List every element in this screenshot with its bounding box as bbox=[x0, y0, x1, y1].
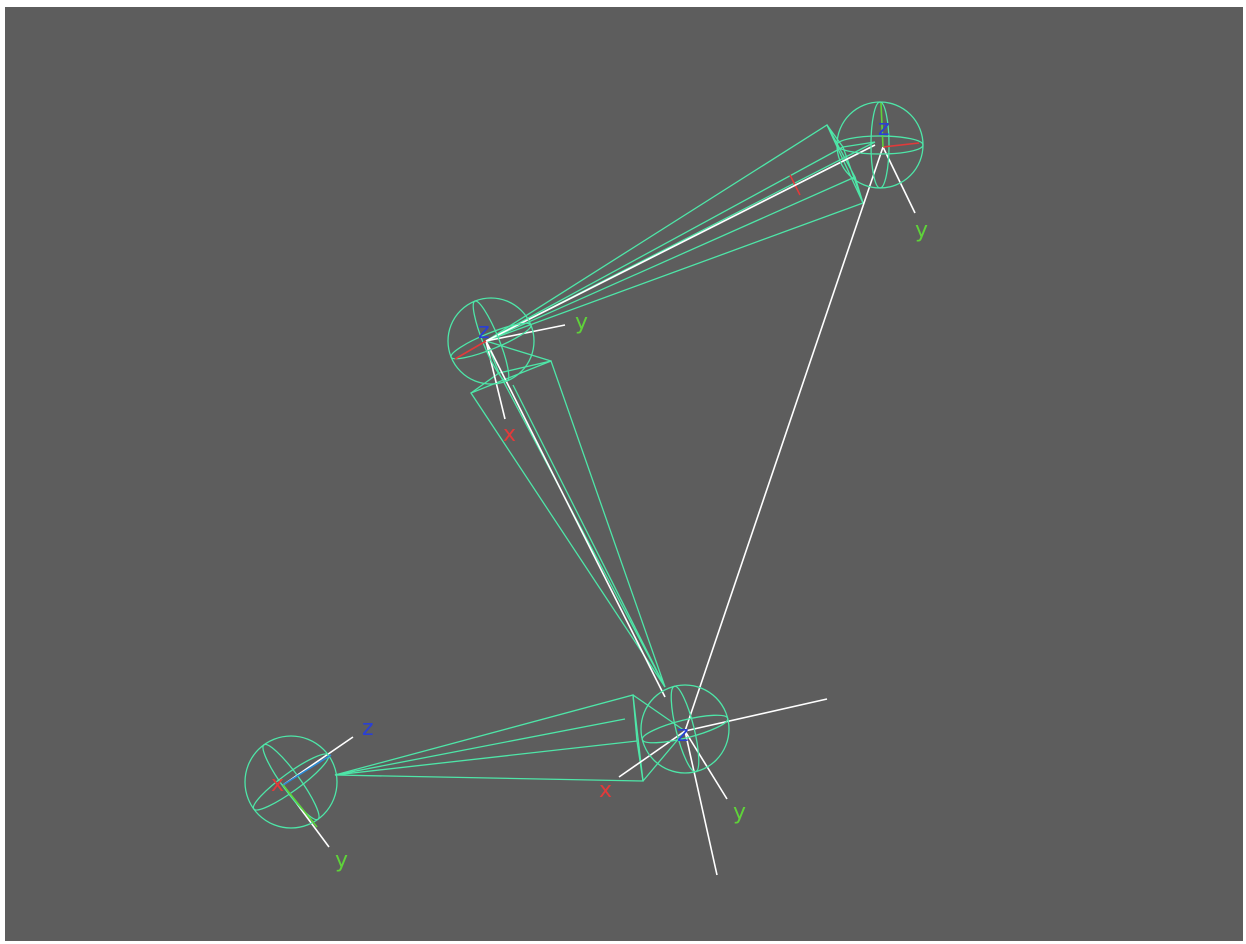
bone-upper[interactable] bbox=[485, 124, 876, 342]
bone-middle[interactable] bbox=[470, 340, 666, 688]
joint-lower-x-label: x bbox=[599, 778, 612, 803]
joint-middle-x-label: x bbox=[503, 422, 516, 447]
joint-left-x-label: x bbox=[271, 772, 284, 797]
joint-middle-y-label: y bbox=[575, 310, 588, 335]
joint-lower-z-label: z bbox=[677, 722, 689, 747]
joint-left[interactable]: z y x bbox=[244, 716, 374, 873]
ik-links bbox=[282, 144, 916, 876]
joint-middle-z-label: z bbox=[478, 319, 490, 344]
3d-viewport[interactable]: z y z y x z y x z bbox=[5, 7, 1243, 941]
joint-top-right[interactable]: z y bbox=[836, 101, 928, 243]
joint-left-y-label: y bbox=[335, 848, 348, 873]
joint-top-right-z-label: z bbox=[878, 116, 890, 141]
joint-middle[interactable]: z y x bbox=[447, 297, 588, 447]
joint-lower-y-label: y bbox=[733, 800, 746, 825]
joint-lower[interactable]: z y x bbox=[599, 684, 746, 825]
joint-top-right-y-label: y bbox=[915, 218, 928, 243]
skeleton-scene: z y z y x z y x z bbox=[244, 101, 928, 876]
joint-left-z-label: z bbox=[362, 716, 374, 741]
bone-lower[interactable] bbox=[334, 694, 686, 782]
